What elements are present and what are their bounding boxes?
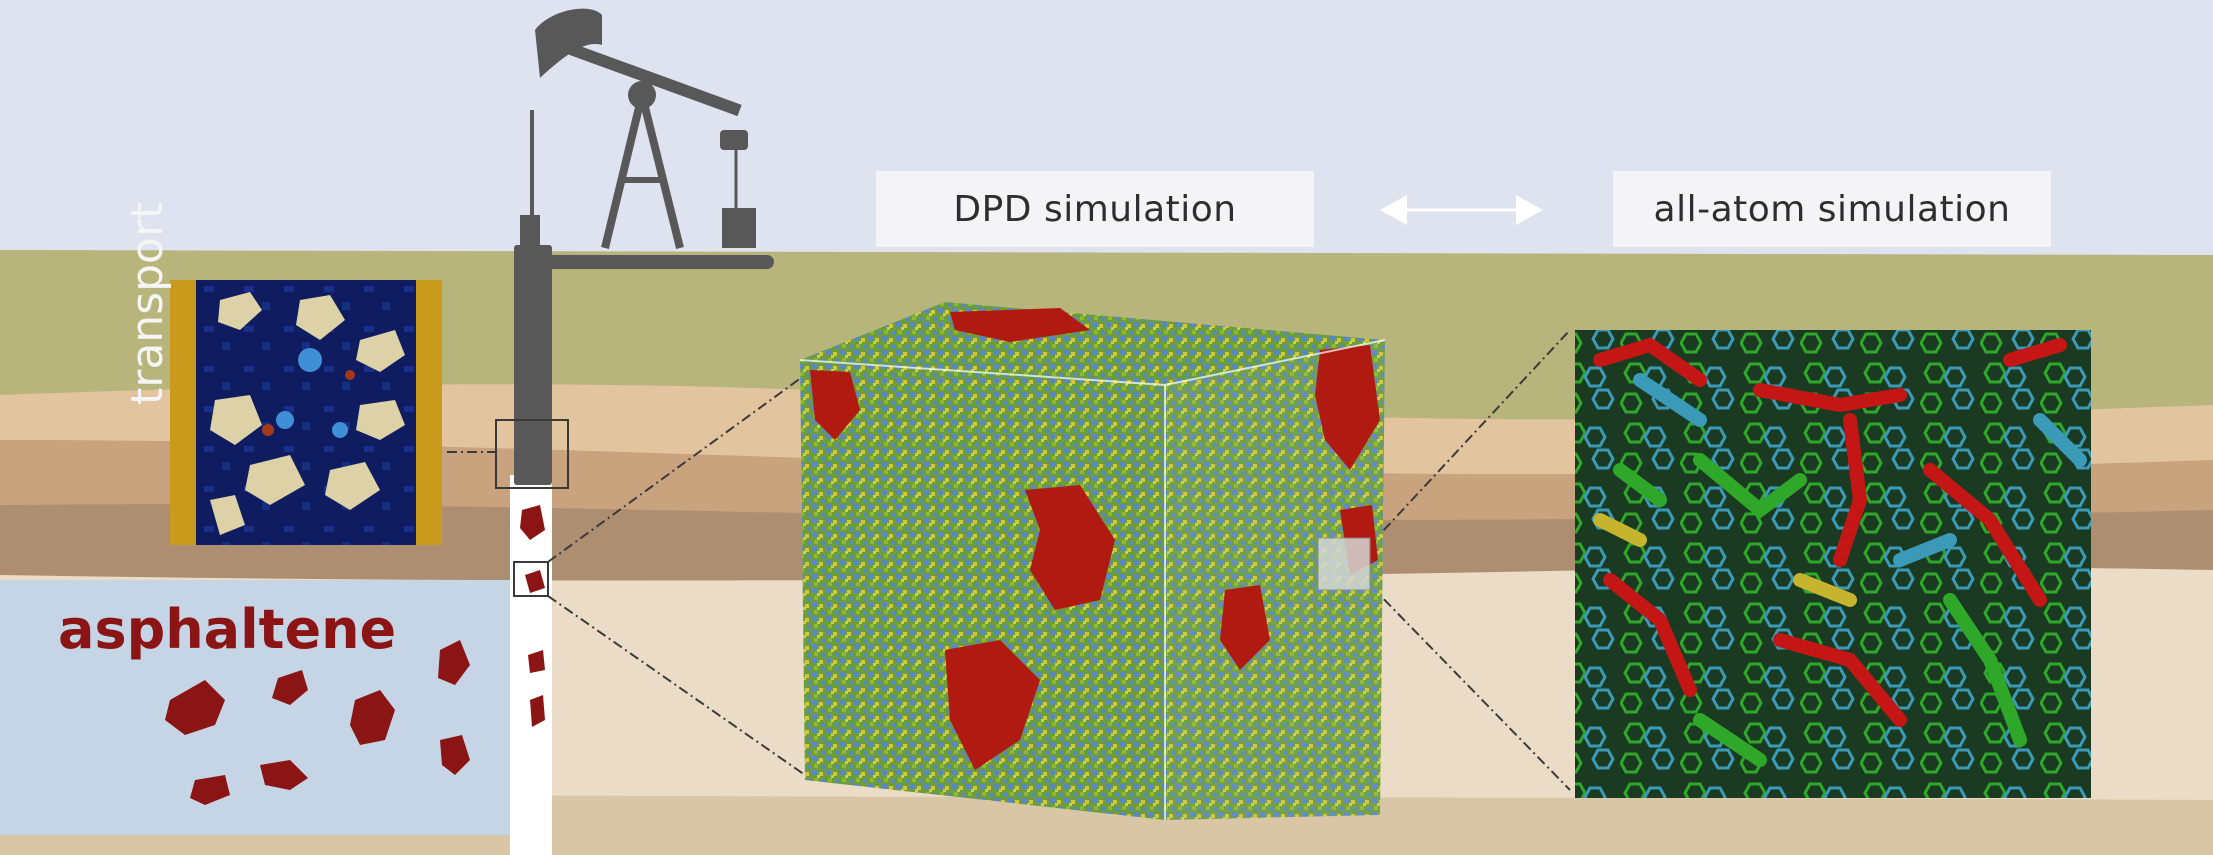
- transport-label: transport: [122, 201, 173, 405]
- transport-simulation-panel: [170, 280, 442, 545]
- transport-zoom-box: [495, 419, 569, 489]
- dpd-zoom-box: [513, 561, 549, 597]
- asphaltene-label: asphaltene: [58, 598, 397, 661]
- asphaltene-particles: [165, 505, 545, 805]
- dpd-simulation-label: DPD simulation: [876, 171, 1314, 247]
- bottom-layer: [0, 790, 2213, 855]
- pumpjack-icon: [514, 8, 774, 485]
- all-atom-simulation-panel: [1575, 330, 2091, 798]
- all-atom-zoom-box: [1317, 537, 1371, 591]
- oil-reservoir: [0, 580, 540, 835]
- zoom-connectors: [447, 329, 1571, 791]
- dpd-simulation-cube: [799, 302, 1386, 820]
- all-atom-simulation-label: all-atom simulation: [1613, 171, 2051, 247]
